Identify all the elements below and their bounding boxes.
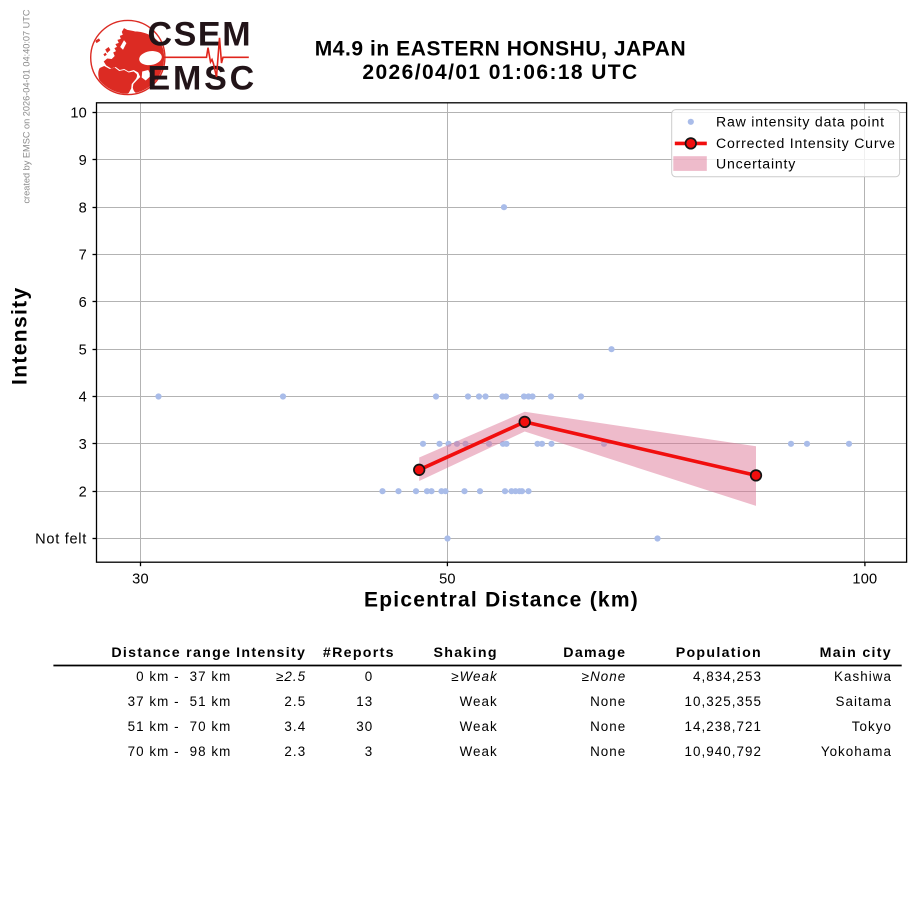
svg-text:30: 30 bbox=[356, 719, 373, 734]
svg-text:8: 8 bbox=[79, 200, 87, 216]
svg-text:2026/04/01 01:06:18 UTC: 2026/04/01 01:06:18 UTC bbox=[362, 61, 638, 84]
svg-text:≥2.5: ≥2.5 bbox=[276, 669, 306, 684]
svg-text:Main city: Main city bbox=[820, 645, 892, 661]
svg-text:None: None bbox=[590, 744, 626, 759]
svg-text:3: 3 bbox=[365, 744, 374, 759]
svg-text:#Reports: #Reports bbox=[323, 645, 395, 661]
svg-text:Corrected Intensity Curve: Corrected Intensity Curve bbox=[716, 135, 896, 151]
svg-text:51 km -: 51 km - bbox=[128, 719, 180, 734]
svg-text:Not felt: Not felt bbox=[35, 532, 87, 548]
svg-text:4,834,253: 4,834,253 bbox=[693, 669, 762, 684]
svg-text:Intensity: Intensity bbox=[9, 286, 32, 385]
svg-text:Shaking: Shaking bbox=[434, 645, 498, 661]
svg-text:30: 30 bbox=[132, 572, 149, 588]
svg-text:Weak: Weak bbox=[460, 744, 498, 759]
svg-text:Intensity: Intensity bbox=[236, 645, 306, 661]
svg-text:2.3: 2.3 bbox=[284, 744, 306, 759]
svg-text:70 km: 70 km bbox=[190, 719, 232, 734]
svg-text:100: 100 bbox=[852, 572, 877, 588]
svg-text:Saitama: Saitama bbox=[836, 694, 892, 709]
svg-text:Epicentral Distance (km): Epicentral Distance (km) bbox=[364, 589, 639, 612]
svg-text:0: 0 bbox=[365, 669, 374, 684]
svg-text:98 km: 98 km bbox=[190, 744, 232, 759]
svg-text:10: 10 bbox=[70, 106, 87, 122]
svg-text:Kashiwa: Kashiwa bbox=[834, 669, 892, 684]
svg-text:7: 7 bbox=[79, 248, 87, 264]
svg-text:70 km -: 70 km - bbox=[128, 744, 180, 759]
svg-text:Yokohama: Yokohama bbox=[821, 744, 892, 759]
svg-text:10,325,355: 10,325,355 bbox=[684, 694, 762, 709]
svg-text:6: 6 bbox=[79, 295, 87, 311]
svg-text:Weak: Weak bbox=[460, 694, 498, 709]
svg-text:created by EMSC on 2026-04-01: created by EMSC on 2026-04-01 04:40:07 U… bbox=[22, 9, 32, 203]
svg-text:51 km: 51 km bbox=[190, 694, 232, 709]
svg-text:5: 5 bbox=[79, 342, 87, 358]
svg-text:None: None bbox=[590, 719, 626, 734]
svg-text:2.5: 2.5 bbox=[284, 694, 306, 709]
svg-text:Tokyo: Tokyo bbox=[852, 719, 892, 734]
svg-text:Weak: Weak bbox=[460, 719, 498, 734]
svg-text:None: None bbox=[590, 694, 626, 709]
svg-text:37 km -: 37 km - bbox=[128, 694, 180, 709]
svg-text:9: 9 bbox=[79, 153, 87, 169]
svg-text:Raw intensity data point: Raw intensity data point bbox=[716, 114, 885, 130]
svg-text:37 km: 37 km bbox=[190, 669, 232, 684]
svg-text:Distance range: Distance range bbox=[111, 645, 231, 661]
svg-text:3.4: 3.4 bbox=[284, 719, 306, 734]
svg-text:Damage: Damage bbox=[563, 645, 626, 661]
svg-text:4: 4 bbox=[79, 390, 87, 406]
svg-text:≥None: ≥None bbox=[582, 669, 627, 684]
svg-text:M4.9 in EASTERN HONSHU, JAPAN: M4.9 in EASTERN HONSHU, JAPAN bbox=[315, 38, 686, 61]
svg-text:3: 3 bbox=[79, 437, 87, 453]
svg-text:2: 2 bbox=[79, 484, 87, 500]
svg-text:10,940,792: 10,940,792 bbox=[684, 744, 762, 759]
svg-text:Uncertainty: Uncertainty bbox=[716, 155, 796, 171]
svg-text:EMSC: EMSC bbox=[148, 59, 257, 97]
svg-text:CSEM: CSEM bbox=[148, 16, 253, 54]
svg-text:13: 13 bbox=[356, 694, 373, 709]
svg-text:14,238,721: 14,238,721 bbox=[684, 719, 762, 734]
svg-text:0 km -: 0 km - bbox=[136, 669, 180, 684]
svg-text:Population: Population bbox=[676, 645, 762, 661]
svg-text:≥Weak: ≥Weak bbox=[451, 669, 498, 684]
svg-text:50: 50 bbox=[439, 572, 456, 588]
